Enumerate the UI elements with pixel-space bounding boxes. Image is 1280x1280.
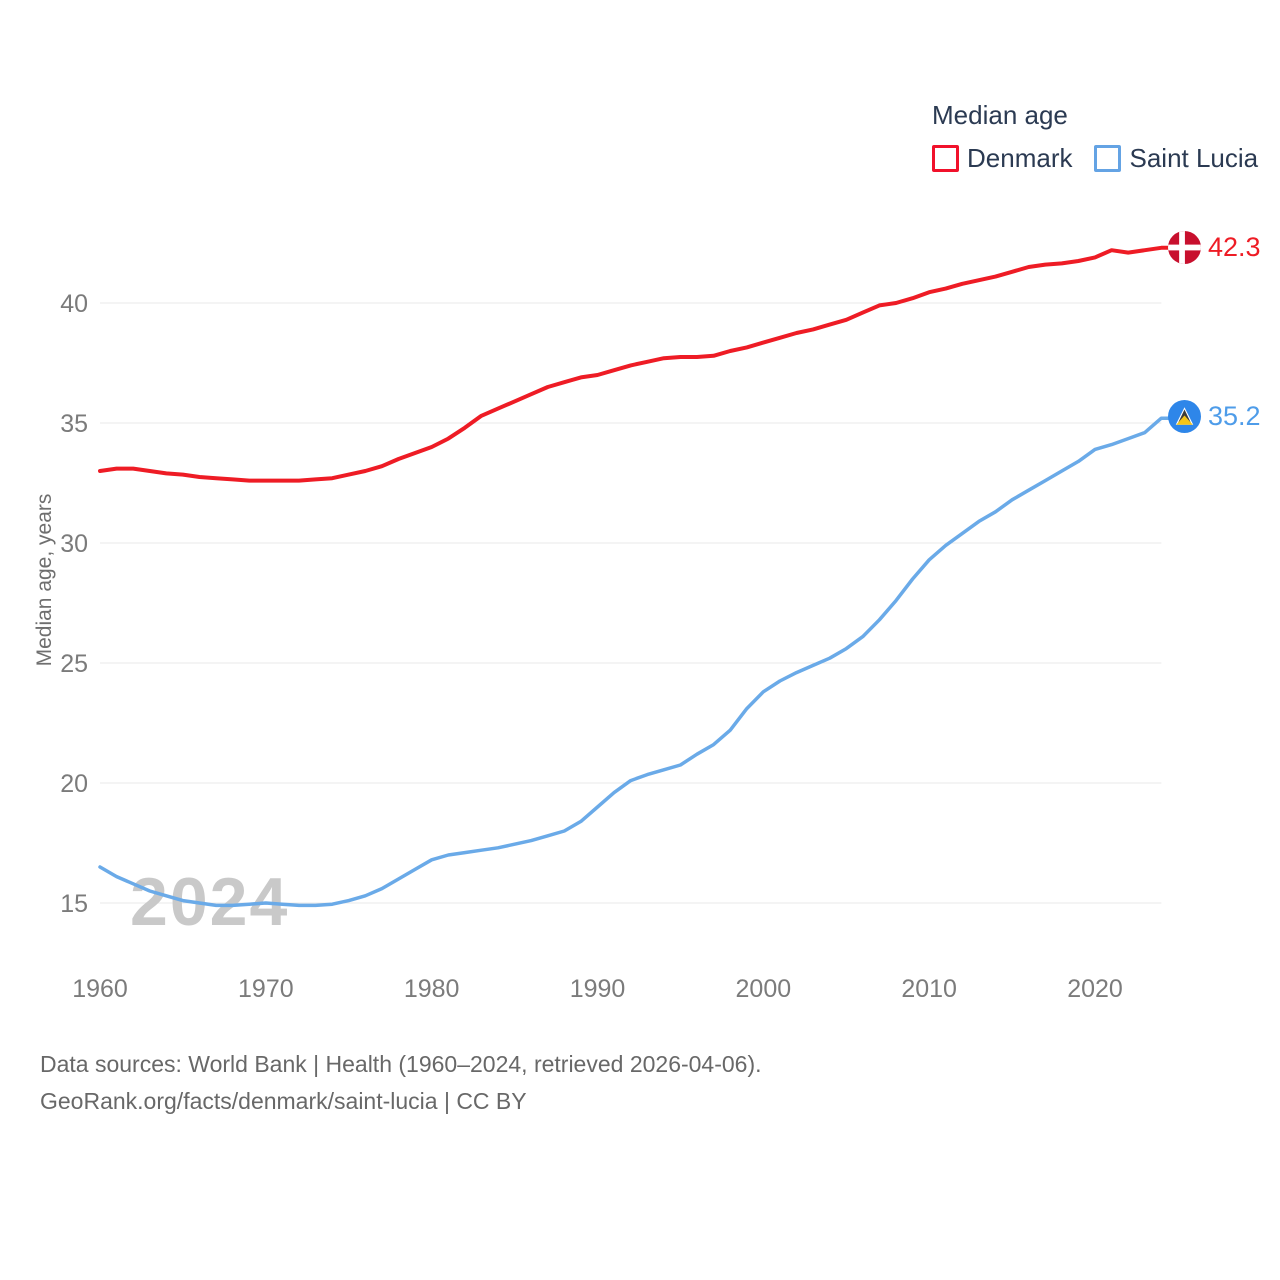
- x-tick-label: 1990: [570, 975, 626, 1003]
- footer: Data sources: World Bank | Health (1960–…: [40, 1046, 762, 1121]
- grid-layer: [100, 302, 1162, 904]
- saint-lucia-swatch-icon: [1094, 145, 1122, 172]
- y-axis-title: Median age, years: [33, 493, 56, 667]
- denmark-swatch-icon: [932, 145, 959, 172]
- legend-item-saint-lucia[interactable]: Saint Lucia: [1094, 143, 1258, 174]
- footer-attribution: GeoRank.org/facts/denmark/saint-lucia | …: [40, 1088, 527, 1115]
- legend-title: Median age: [932, 100, 1068, 130]
- legend-item-label: Denmark: [967, 143, 1073, 173]
- x-tick-label: 1960: [72, 975, 128, 1003]
- y-tick-label: 35: [60, 410, 88, 438]
- legend-item-denmark[interactable]: Denmark: [932, 143, 1072, 174]
- x-tick-label: 2000: [736, 975, 792, 1003]
- line-layer: [98, 245, 1172, 908]
- y-tick-label: 30: [60, 530, 88, 558]
- saint-lucia-flag-icon: [1168, 400, 1201, 433]
- x-tick-label: 2020: [1067, 975, 1123, 1003]
- denmark-end-value: 42.3: [1208, 232, 1261, 262]
- legend-items: Denmark Saint Lucia: [932, 143, 1258, 174]
- footer-sources: Data sources: World Bank | Health (1960–…: [40, 1051, 762, 1077]
- denmark-end-label: 42.3: [1168, 231, 1261, 264]
- x-tick-label: 1970: [238, 975, 294, 1003]
- saint-lucia-end-label: 35.2: [1168, 400, 1261, 433]
- x-tick-label: 2010: [901, 975, 957, 1003]
- saint-lucia-end-value: 35.2: [1208, 401, 1261, 431]
- denmark-flag-icon: [1168, 231, 1201, 264]
- y-tick-label: 25: [60, 650, 88, 678]
- y-tick-label: 20: [60, 770, 88, 798]
- chart-svg: 15 20 25 30 35 40 1960 1970 1980 1990 2000 2010 2020…: [60, 245, 1172, 1003]
- y-tick-label: 40: [60, 290, 88, 318]
- tick-layer: 15 20 25 30 35 40 1960 1970 1980 1990 2000 2010 2020: [60, 290, 1123, 1003]
- legend-item-label: Saint Lucia: [1129, 143, 1259, 173]
- series-line-denmark[interactable]: [98, 245, 1172, 483]
- y-tick-label: 15: [60, 890, 88, 918]
- series-line-saint-lucia[interactable]: [98, 416, 1172, 908]
- x-tick-label: 1980: [404, 975, 460, 1003]
- legend: Median age Denmark Saint Lucia: [932, 100, 1258, 174]
